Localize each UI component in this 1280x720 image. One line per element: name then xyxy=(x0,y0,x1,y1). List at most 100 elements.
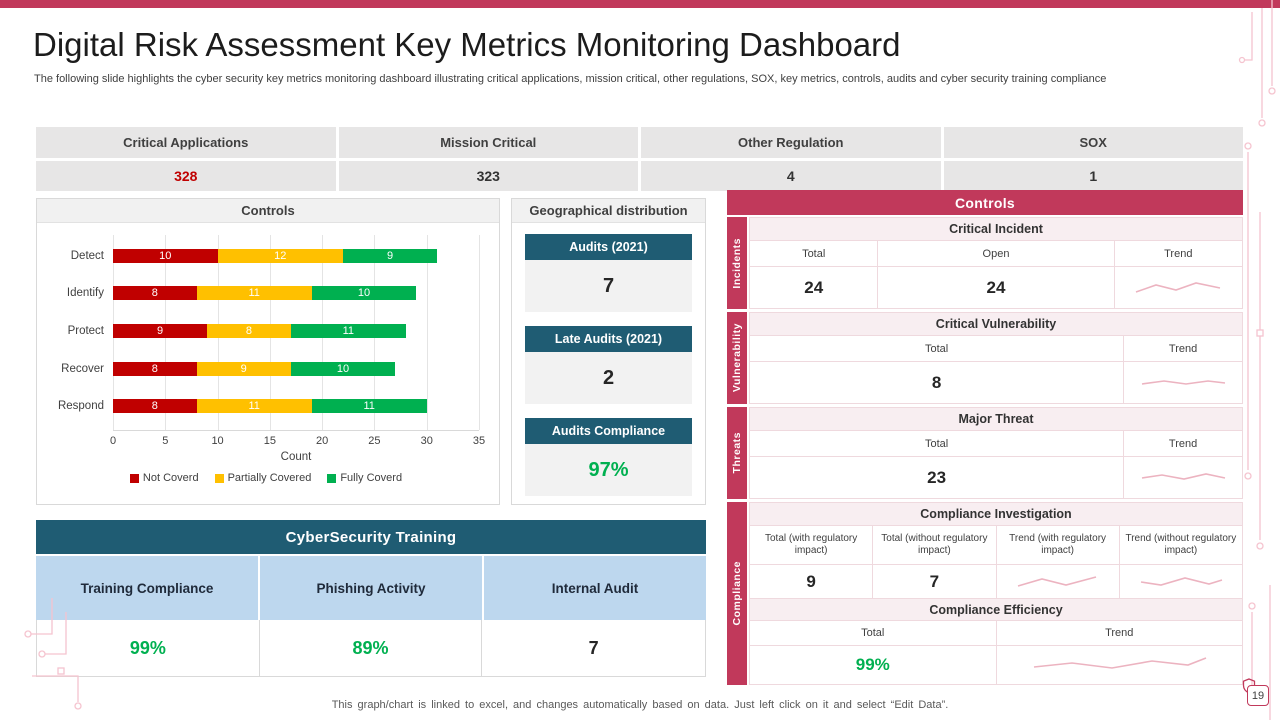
controls-bar-chart-panel[interactable]: Controls Detect 10 12 9 Identify 8 11 10 Protect… xyxy=(36,198,500,505)
geo-audits-compliance-value: 97% xyxy=(525,444,692,496)
tab-incidents[interactable]: Incidents xyxy=(727,217,747,309)
critical-vulnerability-title: Critical Vulnerability xyxy=(750,313,1242,335)
geo-late-audits-value: 2 xyxy=(525,352,692,404)
col-header-open: Open xyxy=(878,241,1114,266)
legend-swatch-icon xyxy=(129,473,139,483)
critical-vulnerability-section: Critical Vulnerability Total Trend 8 xyxy=(749,312,1243,404)
compliance-efficiency-title: Compliance Efficiency xyxy=(750,598,1242,620)
training-compliance-value: 99% xyxy=(37,620,260,676)
controls-metrics-panel[interactable]: Controls Incidents Critical Incident Tot… xyxy=(727,190,1243,685)
kpi-value: 328 xyxy=(36,160,336,191)
kpi-mission-critical: Mission Critical 323 xyxy=(338,127,638,191)
compliance-efficiency-value: 99% xyxy=(750,646,996,684)
bar-segment: 10 xyxy=(113,248,218,263)
training-col-phishing: Phishing Activity xyxy=(260,556,482,620)
geo-body: Audits (2021) 7 Late Audits (2021) 2 Aud… xyxy=(512,223,705,507)
compliance-trend-with-sparkline xyxy=(996,565,1119,598)
kpi-label: Other Regulation xyxy=(641,127,941,158)
col-header-trend-with: Trend (with regulatory impact) xyxy=(996,526,1119,564)
tab-threats[interactable]: Threats xyxy=(727,407,747,499)
geo-late-audits: Late Audits (2021) 2 xyxy=(525,326,692,404)
incident-trend-sparkline xyxy=(1114,267,1242,308)
bar-category-label: Protect xyxy=(67,324,104,337)
page-subtitle: The following slide highlights the cyber… xyxy=(34,73,1107,85)
compliance-with-value: 9 xyxy=(750,565,873,598)
bar-row: Detect 10 12 9 xyxy=(43,248,489,263)
kpi-value: 1 xyxy=(943,160,1243,191)
bar-row: Protect 9 8 11 xyxy=(43,323,489,338)
tab-vulnerability[interactable]: Vulnerability xyxy=(727,312,747,404)
x-tick-label: 20 xyxy=(316,435,329,447)
col-header-trend: Trend xyxy=(1124,336,1242,361)
x-tick-label: 25 xyxy=(368,435,381,447)
col-header-total: Total xyxy=(750,431,1124,456)
training-values-row: 99% 89% 7 xyxy=(36,620,706,677)
bar-segment: 8 xyxy=(113,399,197,414)
bar-segment: 10 xyxy=(290,361,396,376)
bar-segment: 11 xyxy=(290,323,406,338)
geo-audits-compliance-label: Audits Compliance xyxy=(525,418,692,444)
vulnerability-trend-sparkline xyxy=(1124,362,1242,403)
x-tick-label: 30 xyxy=(420,435,433,447)
col-header-total-without: Total (without regulatory impact) xyxy=(873,526,996,564)
tab-compliance[interactable]: Compliance xyxy=(727,502,747,685)
bar-segment: 8 xyxy=(207,323,291,338)
col-header-trend: Trend xyxy=(996,621,1242,645)
geo-audits-label: Audits (2021) xyxy=(525,234,692,260)
geo-panel-title: Geographical distribution xyxy=(512,199,705,223)
legend-label: Not Coverd xyxy=(142,472,199,484)
tab-incidents-label: Incidents xyxy=(731,237,743,289)
page-number-badge: 19 xyxy=(1247,685,1269,706)
kpi-sox: SOX 1 xyxy=(943,127,1243,191)
bar-segment: 9 xyxy=(343,248,438,263)
legend-swatch-icon xyxy=(214,473,224,483)
legend-label: Partially Covered xyxy=(227,472,312,484)
bar-segment: 9 xyxy=(196,361,291,376)
tab-compliance-label: Compliance xyxy=(731,561,743,626)
col-header-total-with: Total (with regulatory impact) xyxy=(750,526,873,564)
compliance-efficiency-trend-sparkline xyxy=(996,646,1242,684)
geo-audits: Audits (2021) 7 xyxy=(525,234,692,312)
incidents-group: Incidents Critical Incident Total Open T… xyxy=(727,217,1243,309)
incident-open-value: 24 xyxy=(878,267,1114,308)
compliance-investigation-title: Compliance Investigation xyxy=(750,503,1242,525)
legend-label: Fully Coverd xyxy=(340,472,403,484)
bar-segment: 8 xyxy=(113,286,197,301)
bar-category-label: Respond xyxy=(57,400,104,413)
geographical-distribution-panel[interactable]: Geographical distribution Audits (2021) … xyxy=(511,198,706,505)
controls-metrics-body: Incidents Critical Incident Total Open T… xyxy=(727,217,1243,685)
bar-plot: Detect 10 12 9 Identify 8 11 10 Protect 9 8 11 Recov… xyxy=(43,231,489,431)
bar-segment: 10 xyxy=(311,286,417,301)
compliance-trend-without-sparkline xyxy=(1119,565,1242,598)
threats-group: Threats Major Threat Total Trend 23 xyxy=(727,407,1243,499)
legend-item: Partially Covered xyxy=(214,472,312,484)
cybersecurity-training-panel[interactable]: CyberSecurity Training Training Complian… xyxy=(36,520,706,678)
x-tick-label: 15 xyxy=(263,435,276,447)
col-header-total: Total xyxy=(750,241,878,266)
chart-legend: Not Coverd Partially Covered Fully Coverd xyxy=(43,472,489,484)
bar-category-label: Identify xyxy=(66,287,104,300)
major-threat-section: Major Threat Total Trend 23 xyxy=(749,407,1243,499)
kpi-value: 4 xyxy=(641,160,941,191)
chart-xlabel: Count xyxy=(280,451,312,463)
bar-category-label: Detect xyxy=(70,249,104,262)
bar-segment: 8 xyxy=(113,361,197,376)
col-header-total: Total xyxy=(750,621,996,645)
training-column-headers: Training Compliance Phishing Activity In… xyxy=(36,556,706,620)
incident-total-value: 24 xyxy=(750,267,878,308)
x-tick-label: 10 xyxy=(211,435,224,447)
kpi-row[interactable]: Critical Applications 328 Mission Critic… xyxy=(36,127,1243,191)
top-accent-bar xyxy=(0,0,1280,8)
footer-note: This graph/chart is linked to excel, and… xyxy=(331,699,949,711)
col-header-total: Total xyxy=(750,336,1124,361)
critical-incident-title: Critical Incident xyxy=(750,218,1242,240)
kpi-value: 323 xyxy=(338,160,638,191)
tab-vulnerability-label: Vulnerability xyxy=(731,323,743,393)
legend-swatch-icon xyxy=(327,473,337,483)
compliance-section: Compliance Investigation Total (with reg… xyxy=(749,502,1243,685)
gridline xyxy=(426,235,428,430)
compliance-group: Compliance Compliance Investigation Tota… xyxy=(727,502,1243,685)
gridline xyxy=(479,235,480,430)
phishing-activity-value: 89% xyxy=(260,620,483,676)
threat-trend-sparkline xyxy=(1124,457,1242,498)
